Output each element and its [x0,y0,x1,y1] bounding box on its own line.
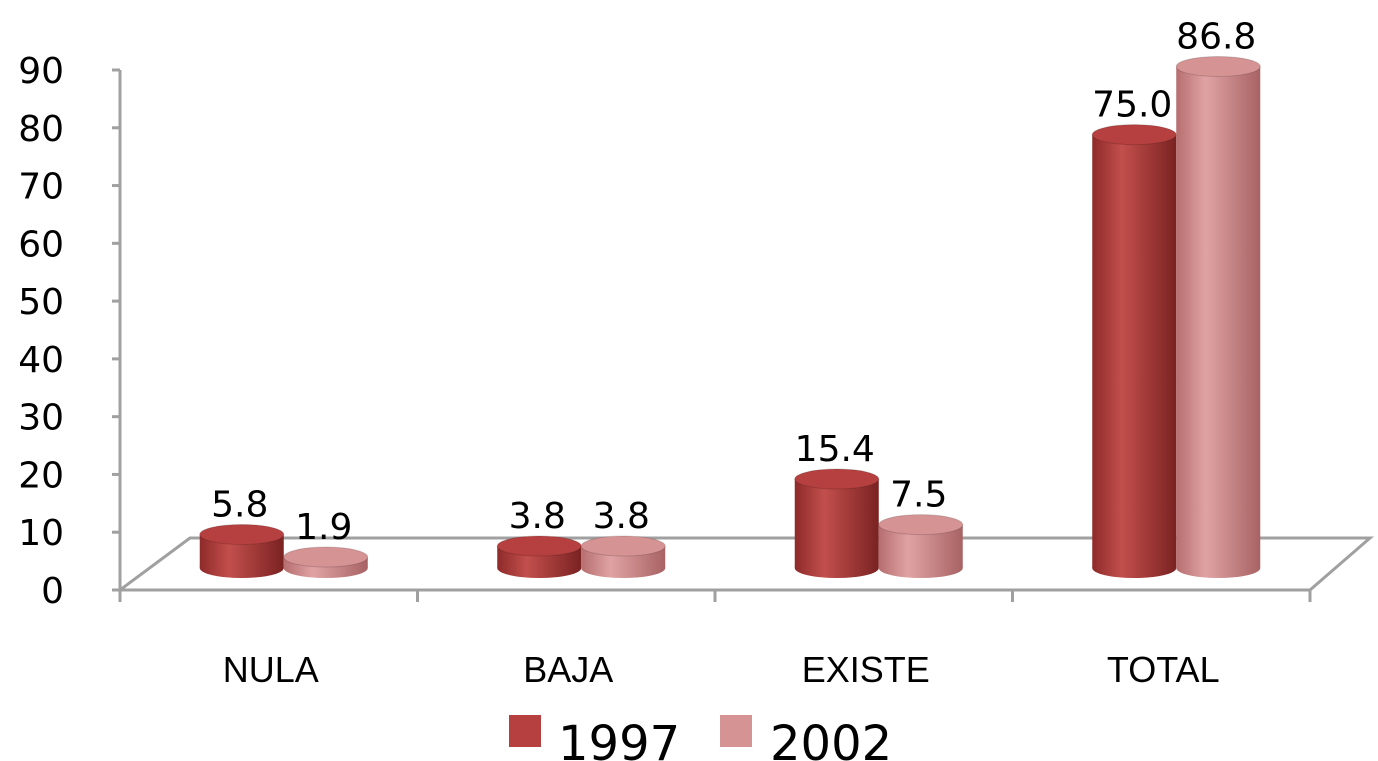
data-label: 75.0 [1092,85,1172,126]
y-tick-label: 70 [18,167,64,208]
bar-top [878,514,964,536]
bar-top [1091,124,1177,146]
y-axis: 0 10 20 30 40 50 60 70 80 90 [18,51,120,612]
bar-body [794,479,879,568]
chart-frame [115,70,1375,592]
data-label: 3.8 [593,496,650,537]
y-tick-label: 10 [18,513,64,554]
bar-1997-total [1091,124,1177,578]
data-label: 1.9 [295,507,352,548]
data-label: 5.8 [211,484,268,525]
data-labels: 5.8 1.9 3.8 3.8 15.4 7.5 75.086.8 [211,16,1256,548]
bar-top [199,523,285,545]
bar-body [1176,66,1261,568]
x-category-label: BAJA [523,649,613,690]
data-label: 86.8 [1176,16,1256,57]
data-label: 3.8 [509,496,566,537]
y-tick-label: 50 [18,282,64,323]
bar-2002-total [1175,55,1261,578]
legend: 1997 2002 [509,715,892,761]
legend-label-1997: 1997 [558,716,680,761]
bar-2002-existe [878,514,964,578]
legend-swatch-1997 [509,715,541,747]
bar-top [1175,55,1261,77]
bar-series [199,55,1261,578]
chart-floor [115,536,1375,592]
y-tick-label: 30 [18,398,64,439]
bar-body [1092,134,1177,568]
bar-top [496,535,582,557]
data-label: 15.4 [795,429,875,470]
x-category-label: NULA [223,649,319,690]
bar-2002-baja [580,535,666,578]
y-tick-label: 0 [41,571,64,612]
legend-swatch-2002 [720,715,752,747]
legend-label-2002: 2002 [770,716,892,761]
bar-1997-existe [794,468,880,578]
y-tick-label: 20 [18,455,64,496]
y-tick-label: 60 [18,224,64,265]
y-tick-label: 40 [18,340,64,381]
data-label: 7.5 [890,475,947,516]
x-category-label: TOTAL [1107,649,1220,690]
y-tick-label: 90 [18,51,64,92]
bar-top [283,546,369,568]
y-tick-label: 80 [18,109,64,150]
x-category-label: EXISTE [802,649,930,690]
x-axis: NULA BAJA EXISTE TOTAL [118,590,1312,690]
bar-top [794,468,880,490]
bar-top [580,535,666,557]
bar-1997-nula [199,523,285,578]
bar-2002-nula [283,546,369,578]
bar-1997-baja [496,535,582,578]
